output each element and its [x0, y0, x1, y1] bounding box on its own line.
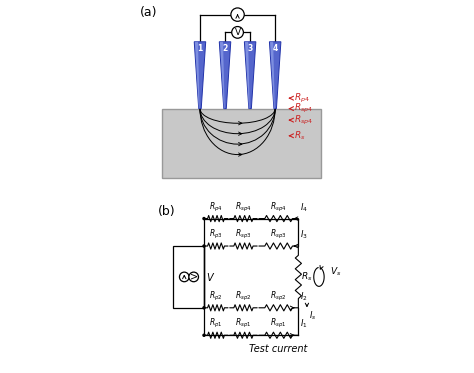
Text: $R_{sp1}$: $R_{sp1}$: [235, 317, 252, 330]
Text: $R_s$: $R_s$: [294, 129, 306, 142]
Polygon shape: [269, 42, 281, 109]
Bar: [173, 246, 204, 308]
Text: (b): (b): [158, 205, 175, 218]
Text: V: V: [235, 28, 241, 37]
Circle shape: [189, 272, 199, 282]
Text: $R_{sp3}$: $R_{sp3}$: [270, 228, 287, 241]
Text: 3: 3: [247, 44, 253, 53]
Text: $I_3$: $I_3$: [300, 229, 307, 241]
Circle shape: [203, 245, 205, 247]
Text: $I_4$: $I_4$: [300, 201, 308, 214]
Text: $I_1$: $I_1$: [300, 318, 307, 330]
Text: $R_{p3}$: $R_{p3}$: [209, 228, 223, 241]
Polygon shape: [219, 42, 231, 109]
Text: $R_{sp3}$: $R_{sp3}$: [235, 228, 252, 241]
Text: $R_{sp1}$: $R_{sp1}$: [271, 317, 287, 330]
Text: $V_s$: $V_s$: [330, 266, 341, 278]
Text: Test current: Test current: [249, 344, 308, 354]
Text: $R_{sp4}$: $R_{sp4}$: [235, 201, 252, 214]
Text: $V$: $V$: [206, 271, 215, 283]
Text: $R_{sp2}$: $R_{sp2}$: [235, 290, 252, 303]
Text: 4: 4: [273, 44, 278, 53]
Bar: [163, 109, 321, 178]
Polygon shape: [220, 42, 225, 109]
Text: $R_{sp4}$: $R_{sp4}$: [270, 201, 287, 214]
Circle shape: [203, 334, 205, 336]
Text: $I_2$: $I_2$: [300, 291, 307, 303]
Text: 2: 2: [222, 44, 228, 53]
Text: $R_{p2}$: $R_{p2}$: [209, 290, 223, 303]
Text: $R_{p4}$: $R_{p4}$: [294, 92, 310, 105]
Text: $R_{sp4}$: $R_{sp4}$: [294, 113, 314, 127]
Text: $R_{p1}$: $R_{p1}$: [209, 317, 223, 330]
Circle shape: [231, 8, 244, 21]
Text: $R_s$: $R_s$: [301, 271, 313, 283]
Text: $R_{p4}$: $R_{p4}$: [209, 201, 223, 214]
Polygon shape: [195, 42, 200, 109]
Circle shape: [232, 26, 244, 38]
Polygon shape: [194, 42, 206, 109]
Text: $I_s$: $I_s$: [309, 310, 317, 322]
Circle shape: [203, 217, 205, 220]
Text: $R_{sp4}$: $R_{sp4}$: [294, 102, 314, 115]
Text: (a): (a): [139, 6, 157, 19]
Text: >: >: [190, 272, 198, 282]
Polygon shape: [245, 42, 256, 109]
Polygon shape: [245, 42, 250, 109]
Polygon shape: [270, 42, 275, 109]
Circle shape: [180, 272, 189, 282]
Text: $R_{sp2}$: $R_{sp2}$: [271, 290, 287, 303]
Text: 1: 1: [197, 44, 202, 53]
Circle shape: [203, 307, 205, 309]
